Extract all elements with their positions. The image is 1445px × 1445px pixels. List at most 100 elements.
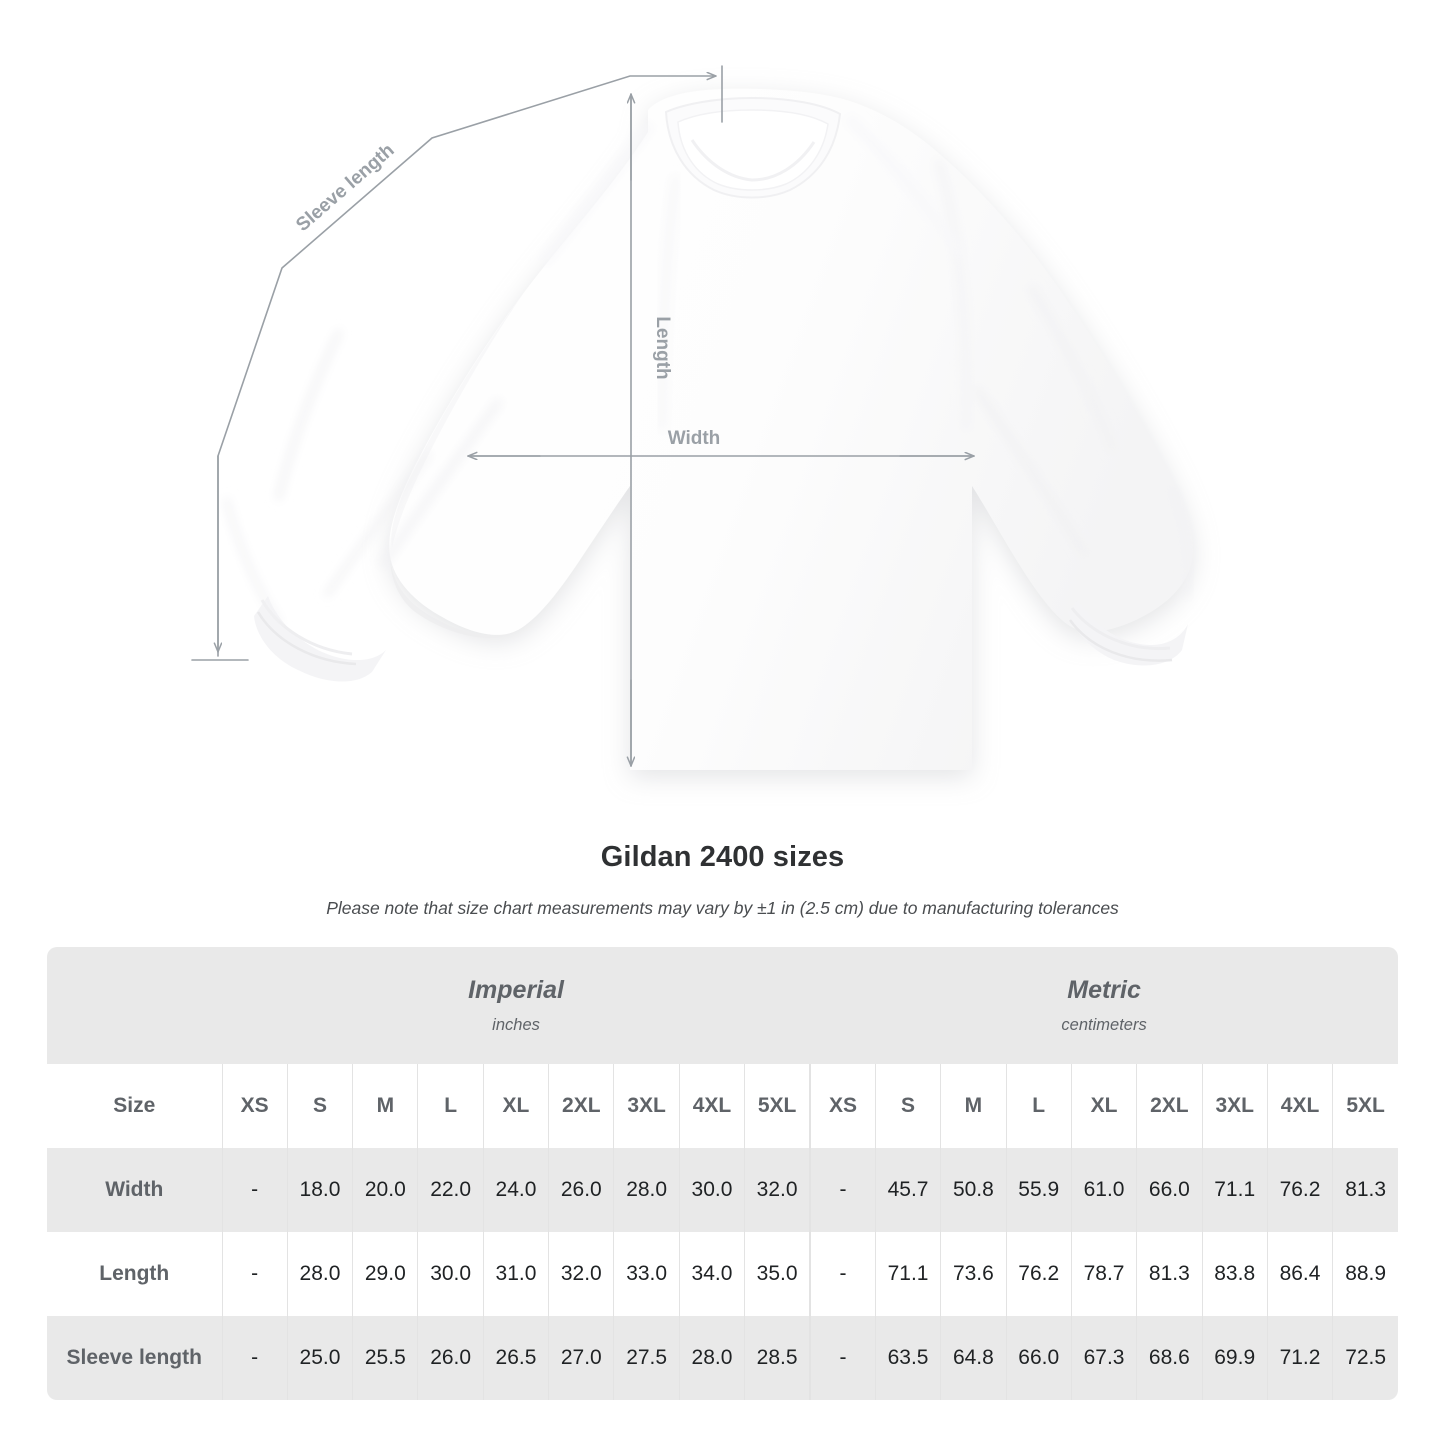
cell-length-imperial-M: 29.0 xyxy=(352,1232,418,1316)
cell-sleeve-length-imperial-M: 25.5 xyxy=(352,1316,418,1400)
cell-width-metric-L: 55.9 xyxy=(1005,1148,1072,1232)
shirt-graphic xyxy=(389,88,1193,770)
column-header-imperial-XS: XS xyxy=(221,1064,288,1148)
cell-length-imperial-4XL: 34.0 xyxy=(678,1232,745,1316)
cell-width-metric-4XL: 76.2 xyxy=(1266,1148,1333,1232)
table-row: Width -18.0 20.0 22.0 24.0 26.0 28.0 30.0 32.0-4… xyxy=(47,1148,1399,1232)
garment-illustration: Sleeve length Length Width xyxy=(191,65,1193,770)
column-header-metric-L: L xyxy=(1005,1064,1072,1148)
cell-sleeve-length-imperial-5XL: 28.5 xyxy=(744,1316,811,1400)
cell-width-imperial-XS: - xyxy=(221,1148,288,1232)
shoulder-highlight xyxy=(540,114,966,265)
cell-length-imperial-L: 30.0 xyxy=(417,1232,484,1316)
page-title: Gildan 2400 sizes xyxy=(600,841,845,873)
width-label: Width xyxy=(668,428,721,449)
row-header-width: Width xyxy=(47,1148,222,1232)
cell-width-imperial-4XL: 30.0 xyxy=(678,1148,745,1232)
column-header-metric-2XL: 2XL xyxy=(1136,1064,1203,1148)
column-header-imperial-S: S xyxy=(286,1064,353,1148)
unit-name: Metric xyxy=(1067,976,1141,1005)
cell-width-imperial-XL: 24.0 xyxy=(482,1148,549,1232)
size-header-label: Size xyxy=(47,1064,222,1148)
cell-width-metric-S: 45.7 xyxy=(874,1148,941,1232)
cell-width-metric-XS: - xyxy=(809,1148,876,1232)
column-header-metric-XL: XL xyxy=(1070,1064,1137,1148)
column-header-metric-4XL: 4XL xyxy=(1266,1064,1333,1148)
banner-spacer xyxy=(47,947,222,1064)
cell-length-metric-XL: 78.7 xyxy=(1070,1232,1137,1316)
cell-width-imperial-S: 18.0 xyxy=(286,1148,353,1232)
column-header-metric-5XL: 5XL xyxy=(1332,1064,1399,1148)
cell-width-imperial-L: 22.0 xyxy=(417,1148,484,1232)
column-header-imperial-L: L xyxy=(417,1064,484,1148)
unit-header-metric: Metric centimeters xyxy=(810,947,1399,1064)
cell-width-metric-2XL: 66.0 xyxy=(1136,1148,1203,1232)
column-header-metric-M: M xyxy=(940,1064,1007,1148)
cell-width-imperial-5XL: 32.0 xyxy=(744,1148,811,1232)
size-table-container: Imperial inches Metric centimeters Size XS S M L… xyxy=(47,947,1399,1400)
unit-banner-row: Imperial inches Metric centimeters xyxy=(47,947,1399,1064)
cell-length-metric-3XL: 83.8 xyxy=(1201,1232,1268,1316)
cell-sleeve-length-imperial-3XL: 27.5 xyxy=(613,1316,680,1400)
right-sleeve xyxy=(973,284,1192,666)
cell-width-metric-3XL: 71.1 xyxy=(1201,1148,1268,1232)
cell-width-metric-M: 50.8 xyxy=(940,1148,1007,1232)
cell-sleeve-length-imperial-XL: 26.5 xyxy=(482,1316,549,1400)
column-header-imperial-XL: XL xyxy=(482,1064,549,1148)
table-row: Sleeve length -25.0 25.5 26.0 26.5 27.0 27.5 28… xyxy=(47,1316,1399,1400)
cell-length-imperial-3XL: 33.0 xyxy=(613,1232,680,1316)
column-header-imperial-3XL: 3XL xyxy=(613,1064,680,1148)
cell-sleeve-length-metric-S: 63.5 xyxy=(874,1316,941,1400)
cell-length-imperial-XS: - xyxy=(221,1232,288,1316)
unit-subtitle: centimeters xyxy=(1061,1015,1147,1034)
column-header-metric-S: S xyxy=(874,1064,941,1148)
row-header-sleeve-length: Sleeve length xyxy=(47,1316,222,1400)
unit-name: Imperial xyxy=(468,976,564,1005)
column-header-metric-3XL: 3XL xyxy=(1201,1064,1268,1148)
cell-width-metric-XL: 61.0 xyxy=(1070,1148,1137,1232)
cell-sleeve-length-metric-L: 66.0 xyxy=(1005,1316,1072,1400)
cell-length-metric-4XL: 86.4 xyxy=(1266,1232,1333,1316)
table-row: Length -28.0 29.0 30.0 31.0 32.0 33.0 34.0 35.0-… xyxy=(47,1232,1399,1316)
cell-sleeve-length-metric-5XL: 72.5 xyxy=(1332,1316,1399,1400)
size-chart-table: Imperial inches Metric centimeters Size XS S M L… xyxy=(47,947,1399,1400)
cell-sleeve-length-metric-XS: - xyxy=(809,1316,876,1400)
cell-sleeve-length-imperial-S: 25.0 xyxy=(286,1316,353,1400)
cell-width-imperial-2XL: 26.0 xyxy=(548,1148,614,1232)
cell-length-metric-2XL: 81.3 xyxy=(1136,1232,1203,1316)
title-block: Gildan 2400 sizes Please note that size … xyxy=(0,840,1445,920)
column-header-metric-XS: XS xyxy=(809,1064,876,1148)
cell-sleeve-length-metric-3XL: 69.9 xyxy=(1201,1316,1268,1400)
cell-width-imperial-3XL: 28.0 xyxy=(613,1148,680,1232)
unit-subtitle: inches xyxy=(492,1015,540,1034)
garment-svg: Sleeve length Length Width xyxy=(191,65,1193,770)
column-header-imperial-2XL: 2XL xyxy=(548,1064,614,1148)
column-header-imperial-4XL: 4XL xyxy=(678,1064,745,1148)
cell-sleeve-length-metric-4XL: 71.2 xyxy=(1266,1316,1333,1400)
column-header-imperial-5XL: 5XL xyxy=(744,1064,811,1148)
length-label: Length xyxy=(652,316,673,379)
cell-sleeve-length-imperial-4XL: 28.0 xyxy=(678,1316,745,1400)
collar xyxy=(664,96,842,199)
cell-sleeve-length-imperial-XS: - xyxy=(221,1316,288,1400)
row-header-length: Length xyxy=(47,1232,222,1316)
cell-sleeve-length-imperial-L: 26.0 xyxy=(417,1316,484,1400)
cell-length-metric-S: 71.1 xyxy=(874,1232,941,1316)
cell-length-imperial-5XL: 35.0 xyxy=(744,1232,811,1316)
cell-width-metric-5XL: 81.3 xyxy=(1332,1148,1399,1232)
cell-sleeve-length-metric-M: 64.8 xyxy=(940,1316,1007,1400)
column-header-imperial-M: M xyxy=(352,1064,418,1148)
body-shading xyxy=(628,158,974,770)
left-sleeve xyxy=(223,284,530,682)
unit-header-imperial: Imperial inches xyxy=(222,947,811,1064)
cell-length-metric-L: 76.2 xyxy=(1005,1232,1072,1316)
cell-width-imperial-M: 20.0 xyxy=(352,1148,418,1232)
cell-length-imperial-2XL: 32.0 xyxy=(548,1232,614,1316)
cell-length-metric-M: 73.6 xyxy=(940,1232,1007,1316)
sleeve-length-measure xyxy=(191,65,723,661)
tolerance-note: Please note that size chart measurements… xyxy=(326,897,1119,918)
cell-length-metric-5XL: 88.9 xyxy=(1332,1232,1399,1316)
cell-sleeve-length-imperial-2XL: 27.0 xyxy=(548,1316,614,1400)
table-header-row: Size XS S M L XL 2XL 3XL 4XL 5XL XS S M L XL 2XL 3XL 4XL 5… xyxy=(47,1064,1399,1148)
cell-sleeve-length-metric-XL: 67.3 xyxy=(1070,1316,1137,1400)
